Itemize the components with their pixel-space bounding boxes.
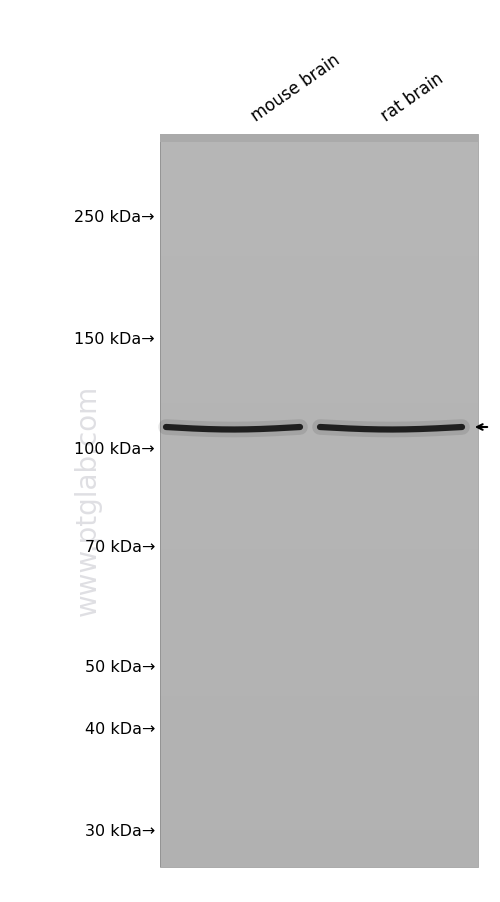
Bar xyxy=(160,281,478,293)
Bar xyxy=(160,721,478,732)
Bar xyxy=(160,501,478,513)
Bar xyxy=(160,184,478,196)
Bar xyxy=(160,220,478,233)
Bar xyxy=(160,575,478,586)
Bar xyxy=(160,171,478,184)
Bar xyxy=(160,391,478,403)
Bar xyxy=(160,318,478,330)
Bar xyxy=(160,269,478,281)
Bar xyxy=(160,135,478,867)
Text: 70 kDa→: 70 kDa→ xyxy=(84,540,155,555)
Bar xyxy=(160,476,478,489)
Bar xyxy=(160,525,478,538)
Bar xyxy=(160,342,478,354)
Bar xyxy=(160,513,478,525)
Bar xyxy=(160,757,478,769)
Bar xyxy=(160,440,478,452)
Text: 30 kDa→: 30 kDa→ xyxy=(85,824,155,839)
Bar xyxy=(160,769,478,782)
Bar xyxy=(160,428,478,440)
Text: 100 kDa→: 100 kDa→ xyxy=(74,442,155,457)
Bar xyxy=(160,696,478,708)
Bar xyxy=(160,403,478,416)
Bar xyxy=(160,233,478,244)
Bar xyxy=(160,842,478,855)
Text: 250 kDa→: 250 kDa→ xyxy=(74,210,155,226)
Text: rat brain: rat brain xyxy=(378,69,447,124)
Bar xyxy=(160,293,478,306)
Bar xyxy=(160,586,478,599)
Bar xyxy=(160,806,478,818)
Text: mouse brain: mouse brain xyxy=(248,51,344,124)
Bar xyxy=(160,196,478,208)
Bar xyxy=(160,818,478,831)
Bar xyxy=(160,659,478,672)
Bar xyxy=(160,465,478,476)
Bar xyxy=(160,684,478,696)
Bar xyxy=(160,306,478,318)
Bar xyxy=(160,611,478,623)
Bar xyxy=(160,367,478,379)
Bar xyxy=(160,135,478,147)
Bar xyxy=(160,354,478,367)
Bar xyxy=(160,135,478,143)
Bar xyxy=(160,782,478,794)
Bar xyxy=(160,855,478,867)
Text: 40 kDa→: 40 kDa→ xyxy=(84,722,155,737)
Bar xyxy=(160,257,478,269)
Bar xyxy=(160,379,478,391)
Bar xyxy=(160,416,478,428)
Text: 50 kDa→: 50 kDa→ xyxy=(84,659,155,675)
Bar xyxy=(160,208,478,220)
Bar xyxy=(160,538,478,549)
Text: www.ptglab.com: www.ptglab.com xyxy=(74,384,102,615)
Bar xyxy=(160,452,478,465)
Text: 150 kDa→: 150 kDa→ xyxy=(74,332,155,347)
Bar xyxy=(160,244,478,257)
Bar xyxy=(160,623,478,635)
Bar xyxy=(160,635,478,648)
Bar xyxy=(160,708,478,721)
Bar xyxy=(160,732,478,745)
Bar xyxy=(160,549,478,562)
Bar xyxy=(160,745,478,757)
Bar xyxy=(160,831,478,842)
Bar xyxy=(160,147,478,160)
Bar xyxy=(160,648,478,659)
Bar xyxy=(160,599,478,611)
Bar xyxy=(160,330,478,342)
Bar xyxy=(160,562,478,575)
Bar xyxy=(160,672,478,684)
Bar xyxy=(160,794,478,806)
Bar xyxy=(160,489,478,501)
Bar xyxy=(160,160,478,171)
